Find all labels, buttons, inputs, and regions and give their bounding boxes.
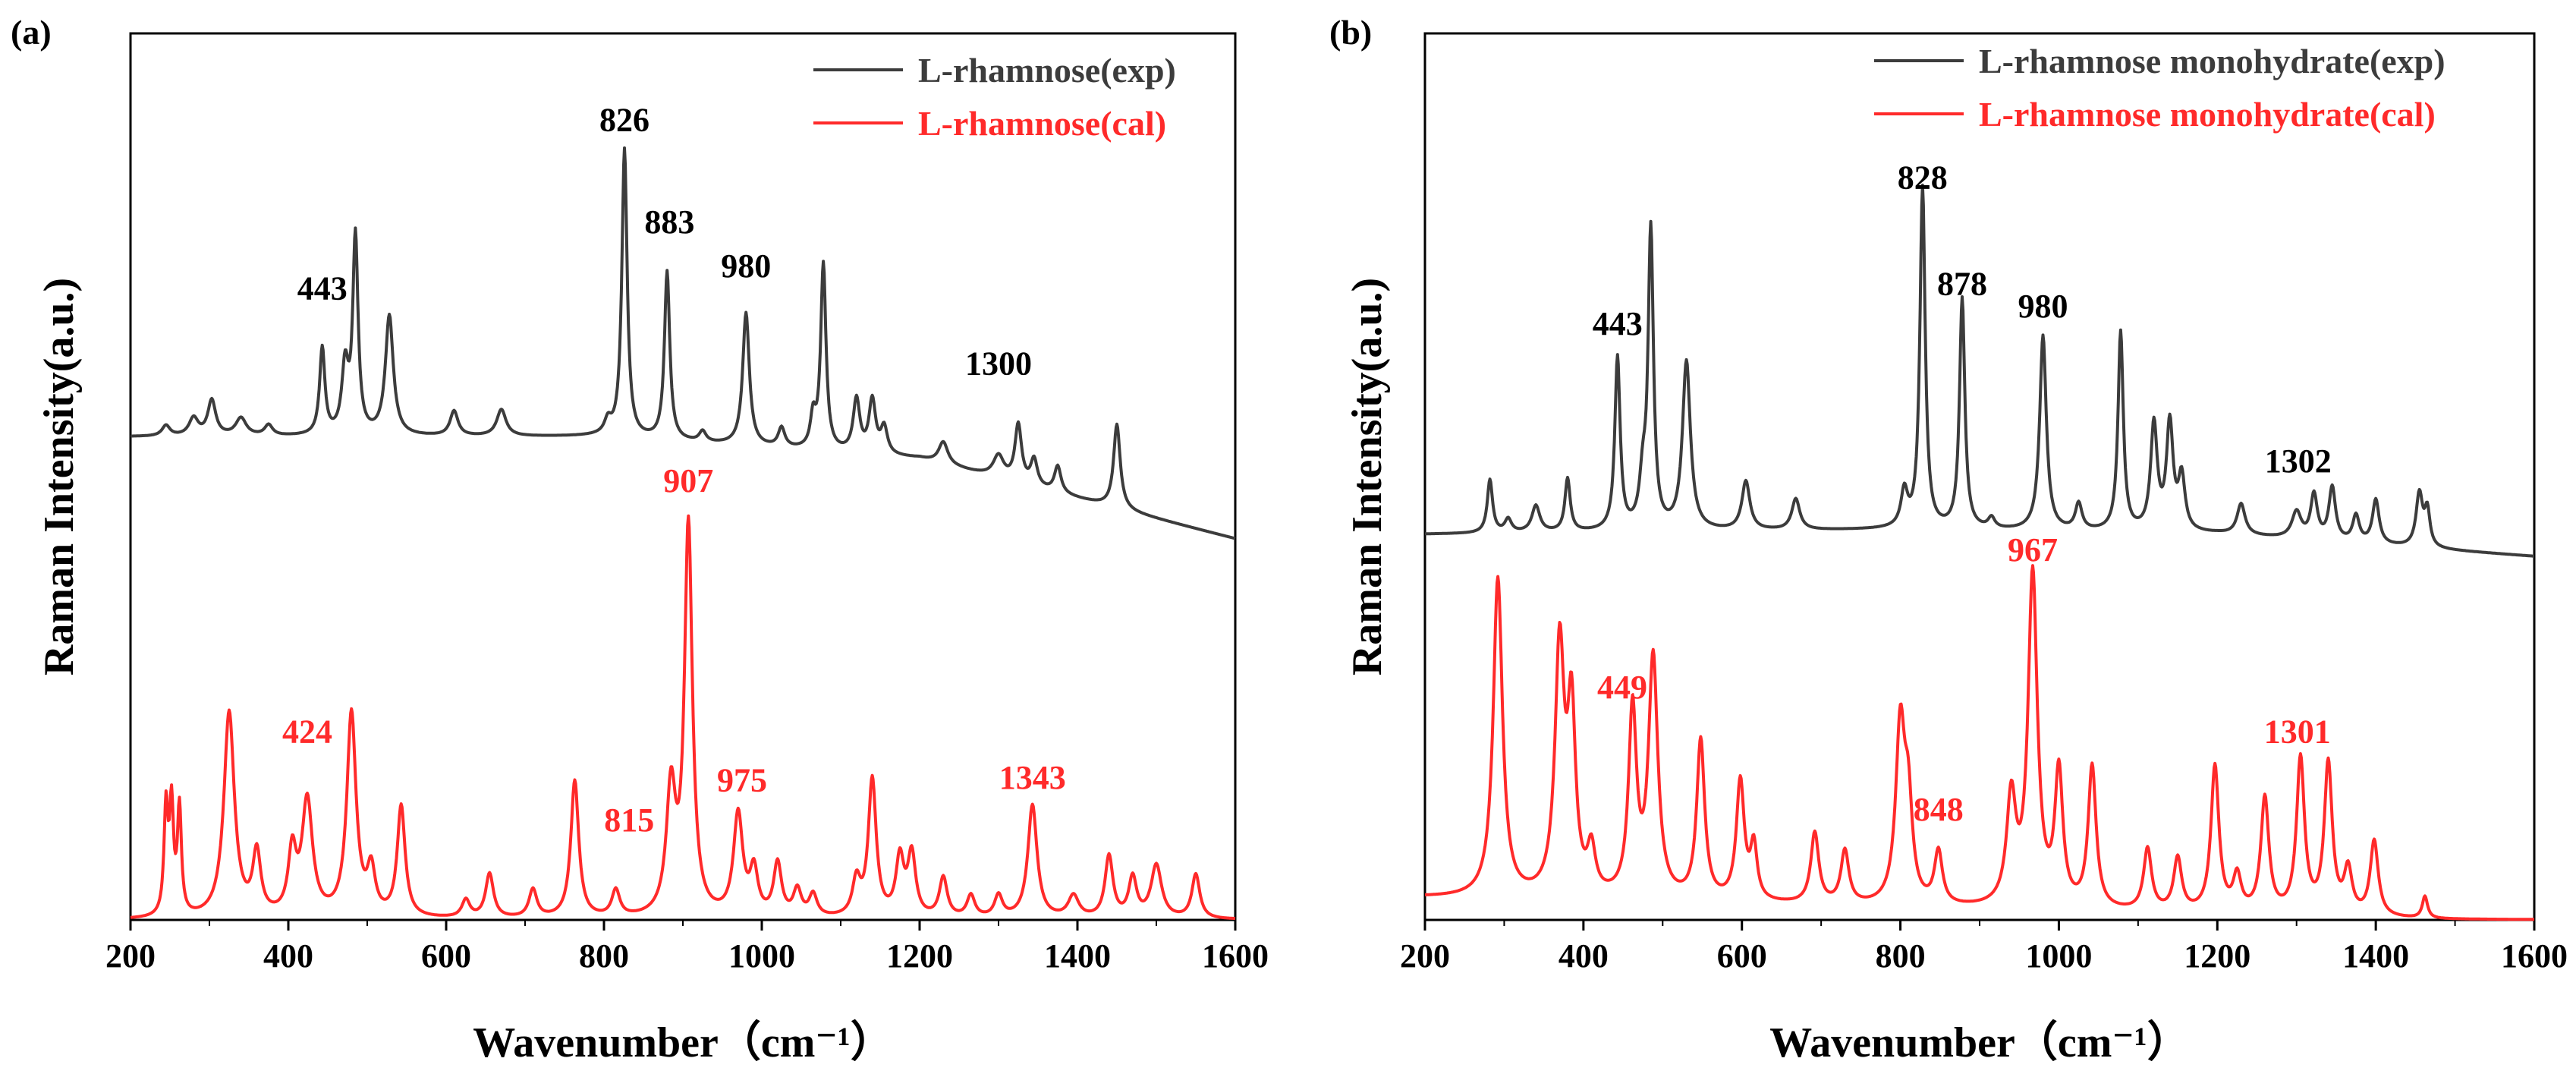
peak-label: 443 [1593,305,1643,342]
x-tick-label: 800 [1876,937,1926,975]
x-tick-label: 1600 [2501,937,2568,975]
x-tick-label: 1000 [2025,937,2092,975]
x-axis-title: Wavenumber（cm⁻¹） [1769,1019,2189,1066]
peak-label: 975 [717,762,767,799]
x-axis-title: Wavenumber（cm⁻¹） [473,1019,892,1066]
x-tick-label: 1200 [2184,937,2250,975]
x-tick-label: 1000 [728,937,795,975]
panel-label: (a) [11,13,52,52]
legend-entry: L-rhamnose(exp) [918,51,1176,90]
series-line-exp [1424,183,2535,558]
peak-label: 443 [297,269,348,307]
peak-label: 815 [604,802,654,839]
series-line-cal [1424,564,2535,921]
y-axis-title: Raman Intensity(a.u.) [1344,278,1391,676]
peak-label: 980 [721,247,771,285]
peak-label: 826 [599,101,650,138]
x-tick-label: 400 [1558,937,1609,975]
peak-label: 967 [2008,531,2058,568]
x-tick-label: 600 [421,937,471,975]
x-tick-label: 800 [579,937,629,975]
peak-label: 1302 [2265,443,2332,480]
series-line-cal [130,514,1236,921]
peak-label: 1300 [965,345,1032,383]
peak-label: 828 [1898,159,1948,196]
peak-label: 1301 [2264,713,2331,750]
legend-entry: L-rhamnose monohydrate(cal) [1979,95,2436,134]
series-line-exp [130,146,1236,540]
x-tick-label: 400 [263,937,313,975]
legend-entry: L-rhamnose monohydrate(exp) [1979,42,2445,80]
chart-panel-b: (b) 200 400 600 800 1000 1200 1400 1600 Wavenumbe… [1329,13,2568,1066]
chart-panel-a: (a) 200 400 600 800 1000 1200 1400 1600 Wavenumbe… [11,13,1269,1066]
peak-label: 449 [1597,669,1647,706]
x-tick-label: 1400 [2342,937,2409,975]
peak-label: 878 [1937,266,1987,303]
peak-label: 1343 [999,759,1066,796]
x-tick-label: 1600 [1202,937,1269,975]
peak-label: 980 [2018,288,2068,325]
y-axis-title: Raman Intensity(a.u.) [36,278,83,676]
x-tick-label: 1400 [1044,937,1111,975]
peak-label: 424 [282,713,332,750]
x-tick-label: 200 [105,937,156,975]
x-tick-label: 200 [1400,937,1450,975]
peak-label: 848 [1914,791,1964,828]
plot-frame [1423,32,2536,921]
x-tick-label: 1200 [886,937,953,975]
x-tick-label: 600 [1717,937,1767,975]
legend-entry: L-rhamnose(cal) [918,104,1166,143]
panel-label: (b) [1329,13,1372,52]
peak-label: 907 [663,462,713,499]
peak-label: 883 [644,203,694,241]
